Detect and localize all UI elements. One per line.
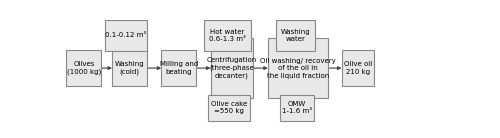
- Text: Washing
(cold): Washing (cold): [114, 61, 144, 75]
- Text: Centrifugation
(three-phase
decanter): Centrifugation (three-phase decanter): [206, 57, 257, 79]
- Text: OMW
1-1.6 m³: OMW 1-1.6 m³: [282, 101, 312, 114]
- FancyBboxPatch shape: [112, 50, 147, 86]
- FancyBboxPatch shape: [210, 38, 253, 98]
- FancyBboxPatch shape: [204, 20, 251, 51]
- FancyBboxPatch shape: [162, 50, 196, 86]
- FancyBboxPatch shape: [280, 95, 314, 121]
- Text: 0.1-0.12 m³: 0.1-0.12 m³: [106, 32, 146, 38]
- FancyBboxPatch shape: [342, 50, 374, 86]
- FancyBboxPatch shape: [208, 95, 250, 121]
- Text: Olives
(1000 kg): Olives (1000 kg): [66, 61, 101, 75]
- FancyBboxPatch shape: [105, 20, 147, 51]
- Text: Washing
water: Washing water: [281, 29, 310, 42]
- FancyBboxPatch shape: [66, 50, 101, 86]
- Text: Milling and
beating: Milling and beating: [160, 61, 198, 75]
- Text: Hot water
0.6-1.3 m³: Hot water 0.6-1.3 m³: [209, 29, 246, 42]
- Text: Olive oil
210 kg: Olive oil 210 kg: [344, 61, 372, 75]
- Text: Olive cake
=550 kg: Olive cake =550 kg: [210, 101, 247, 114]
- Text: Oil washing/ recovery
of the oil in
the liquid fraction: Oil washing/ recovery of the oil in the …: [260, 58, 336, 79]
- FancyBboxPatch shape: [276, 20, 315, 51]
- FancyBboxPatch shape: [268, 38, 328, 98]
